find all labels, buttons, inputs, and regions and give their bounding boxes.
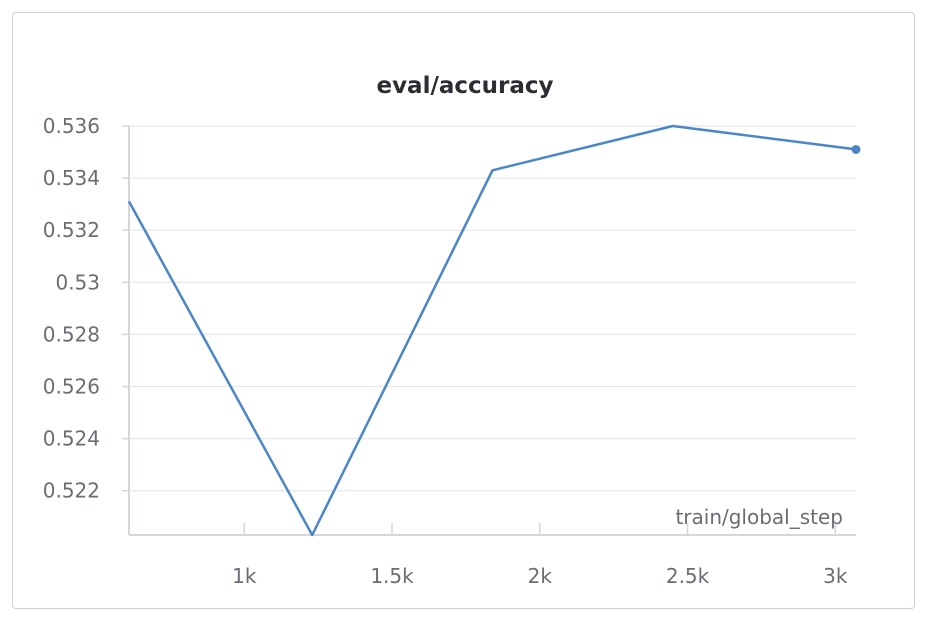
x-tick-label: 1.5k: [370, 564, 414, 588]
x-tick-label: 1k: [232, 564, 257, 588]
data-point: [851, 144, 861, 154]
chart-panel: [12, 12, 915, 609]
y-tick-label: 0.536: [43, 114, 100, 138]
chart-title: eval/accuracy: [376, 73, 553, 99]
y-tick-label: 0.528: [43, 322, 100, 346]
axes: [128, 126, 856, 536]
y-tick-label: 0.524: [43, 427, 100, 451]
y-axis-ticks: 0.522 0.524 0.526 0.528 0.53 0.532 0.534 0.536: [43, 114, 129, 503]
data-point: [492, 169, 493, 171]
x-axis-label: train/global_step: [675, 505, 843, 529]
y-tick-label: 0.532: [43, 218, 100, 242]
y-tick-label: 0.534: [43, 166, 100, 190]
y-tick-label: 0.526: [43, 375, 100, 399]
y-tick-label: 0.522: [43, 479, 100, 503]
grid-lines: [129, 125, 856, 492]
x-axis-ticks: 1k 1.5k 2k 2.5k 3k: [232, 523, 848, 588]
series-line: [127, 124, 857, 537]
series-group: [127, 124, 861, 537]
y-tick-label: 0.53: [55, 270, 100, 294]
x-tick-label: 3k: [823, 564, 848, 588]
x-tick-label: 2k: [528, 564, 553, 588]
data-point: [672, 125, 674, 127]
data-point: [128, 201, 130, 203]
data-point: [311, 534, 313, 536]
x-tick-label: 2.5k: [666, 564, 710, 588]
